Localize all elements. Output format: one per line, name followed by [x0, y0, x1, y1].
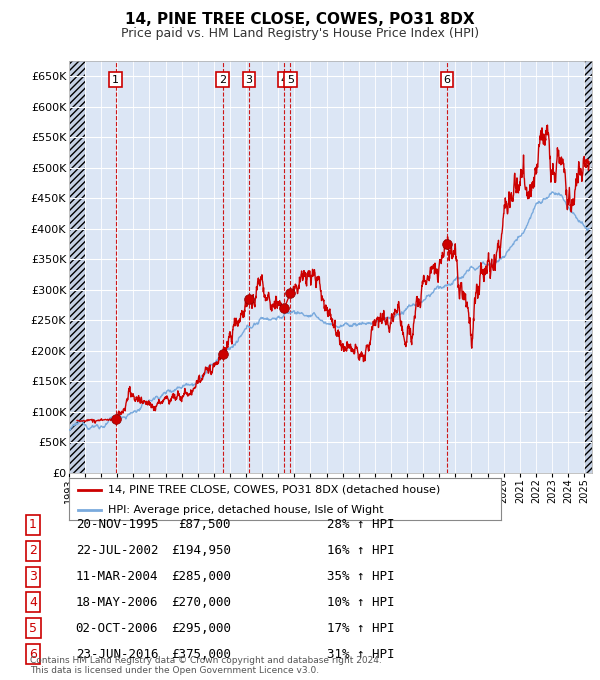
Text: 02-OCT-2006: 02-OCT-2006 — [76, 622, 158, 635]
Text: 16% ↑ HPI: 16% ↑ HPI — [327, 544, 395, 558]
Text: 1: 1 — [29, 518, 37, 532]
Text: 23-JUN-2016: 23-JUN-2016 — [76, 647, 158, 661]
Text: 6: 6 — [29, 647, 37, 661]
Text: £270,000: £270,000 — [171, 596, 231, 609]
Text: 10% ↑ HPI: 10% ↑ HPI — [327, 596, 395, 609]
Text: 3: 3 — [245, 75, 253, 85]
Text: £295,000: £295,000 — [171, 622, 231, 635]
Text: 5: 5 — [287, 75, 294, 85]
Text: 31% ↑ HPI: 31% ↑ HPI — [327, 647, 395, 661]
Text: 4: 4 — [281, 75, 288, 85]
Text: 3: 3 — [29, 570, 37, 583]
Text: 2: 2 — [29, 544, 37, 558]
Text: £194,950: £194,950 — [171, 544, 231, 558]
Text: 17% ↑ HPI: 17% ↑ HPI — [327, 622, 395, 635]
Text: 14, PINE TREE CLOSE, COWES, PO31 8DX (detached house): 14, PINE TREE CLOSE, COWES, PO31 8DX (de… — [108, 485, 440, 495]
Text: 6: 6 — [443, 75, 451, 85]
Text: 11-MAR-2004: 11-MAR-2004 — [76, 570, 158, 583]
Text: 28% ↑ HPI: 28% ↑ HPI — [327, 518, 395, 532]
Text: Contains HM Land Registry data © Crown copyright and database right 2024.: Contains HM Land Registry data © Crown c… — [30, 656, 382, 665]
Text: Price paid vs. HM Land Registry's House Price Index (HPI): Price paid vs. HM Land Registry's House … — [121, 27, 479, 40]
Text: £375,000: £375,000 — [171, 647, 231, 661]
Text: £87,500: £87,500 — [179, 518, 231, 532]
Text: 22-JUL-2002: 22-JUL-2002 — [76, 544, 158, 558]
Text: 18-MAY-2006: 18-MAY-2006 — [76, 596, 158, 609]
Text: 2: 2 — [219, 75, 226, 85]
Text: 14, PINE TREE CLOSE, COWES, PO31 8DX: 14, PINE TREE CLOSE, COWES, PO31 8DX — [125, 12, 475, 27]
Text: 1: 1 — [112, 75, 119, 85]
Text: 5: 5 — [29, 622, 37, 635]
Text: This data is licensed under the Open Government Licence v3.0.: This data is licensed under the Open Gov… — [30, 666, 319, 675]
Text: £285,000: £285,000 — [171, 570, 231, 583]
Text: 35% ↑ HPI: 35% ↑ HPI — [327, 570, 395, 583]
Text: 4: 4 — [29, 596, 37, 609]
Text: HPI: Average price, detached house, Isle of Wight: HPI: Average price, detached house, Isle… — [108, 505, 383, 515]
Text: 20-NOV-1995: 20-NOV-1995 — [76, 518, 158, 532]
